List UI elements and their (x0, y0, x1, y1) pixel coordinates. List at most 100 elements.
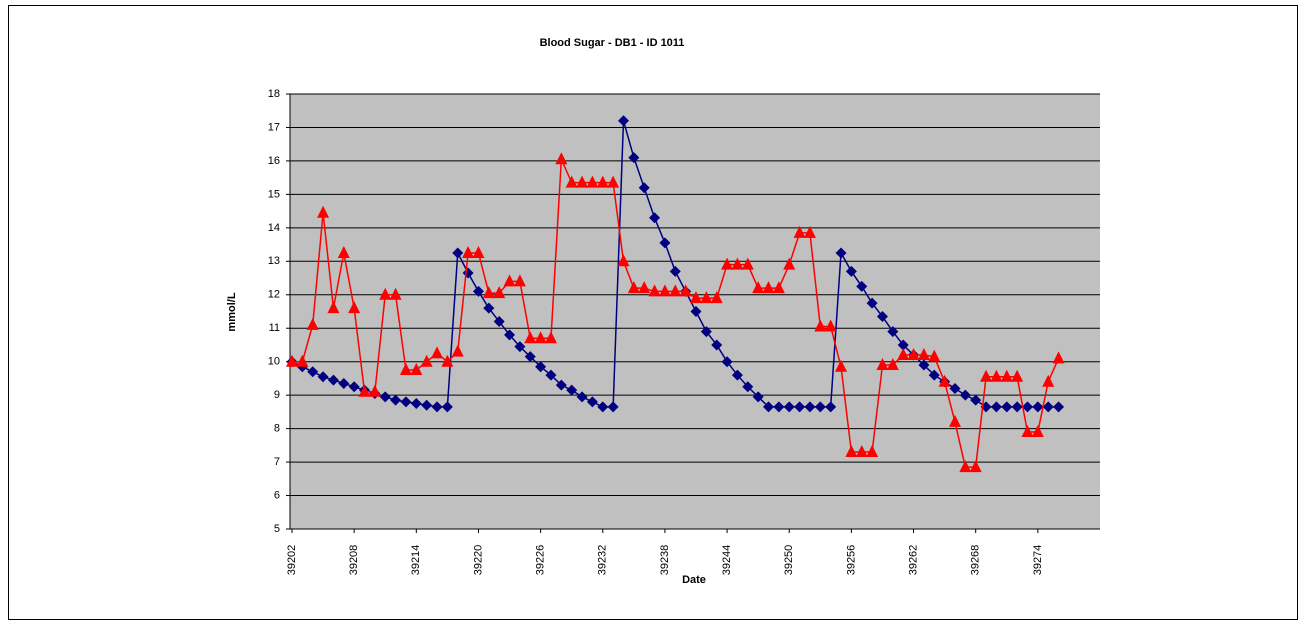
data-point (389, 287, 402, 300)
data-point (752, 391, 764, 403)
x-tick-label: 39250 (783, 545, 795, 576)
data-point (544, 331, 557, 344)
data-point (814, 319, 827, 332)
x-tick-label: 39262 (907, 545, 919, 576)
data-point (451, 344, 464, 357)
data-point (534, 331, 547, 344)
data-point (1053, 401, 1065, 413)
data-point (524, 351, 536, 363)
x-tick-label: 39268 (970, 545, 982, 576)
data-point (431, 346, 444, 359)
data-point (586, 175, 599, 188)
data-point (866, 445, 879, 458)
data-point (669, 284, 682, 297)
data-point (1021, 424, 1034, 437)
data-point (1000, 369, 1013, 382)
x-tick-label: 39208 (348, 545, 360, 576)
data-point (576, 175, 589, 188)
y-axis-label: mmol/L (226, 292, 238, 331)
y-tick-label: 17 (268, 121, 280, 133)
data-point (317, 371, 329, 383)
data-point (1021, 401, 1033, 413)
data-point (576, 391, 588, 403)
data-point (690, 291, 702, 304)
y-tick-label: 13 (268, 255, 280, 267)
data-point (659, 237, 671, 249)
data-point (1042, 401, 1054, 413)
data-point (949, 382, 961, 394)
data-point (897, 339, 909, 351)
data-point (763, 401, 775, 413)
chart-title: Blood Sugar - DB1 - ID 1011 (540, 37, 685, 49)
data-point (959, 460, 972, 473)
data-point (845, 265, 857, 277)
data-point (762, 281, 775, 294)
data-point (876, 358, 889, 371)
y-tick-label: 14 (268, 222, 280, 234)
data-point (493, 286, 506, 299)
data-point (876, 311, 888, 323)
data-point (1031, 424, 1044, 437)
data-point (638, 281, 651, 294)
data-point (814, 401, 826, 413)
data-point (607, 175, 620, 188)
data-point (441, 401, 453, 413)
data-point (555, 152, 568, 165)
data-point (1052, 351, 1065, 364)
data-point (710, 291, 723, 304)
data-point (348, 301, 361, 314)
data-point (317, 205, 330, 218)
data-point (1011, 401, 1023, 413)
data-point (420, 354, 433, 367)
data-point (545, 369, 557, 381)
data-point (794, 401, 806, 413)
x-tick-label: 39220 (472, 545, 484, 576)
data-point (358, 384, 371, 397)
y-tick-label: 18 (268, 88, 280, 100)
data-point (700, 291, 713, 304)
data-point (990, 401, 1002, 413)
data-point (886, 358, 899, 371)
data-point (327, 374, 339, 386)
data-point (938, 374, 951, 387)
data-point (565, 175, 578, 188)
data-point (897, 348, 910, 360)
data-point (524, 331, 537, 344)
data-point (390, 394, 402, 406)
data-point (617, 254, 630, 267)
y-tick-label: 7 (274, 456, 280, 468)
data-point (721, 356, 733, 368)
data-point (514, 341, 526, 353)
data-point (948, 414, 961, 427)
data-point (307, 366, 319, 378)
data-point (337, 245, 350, 258)
y-tick-label: 15 (268, 188, 280, 200)
data-point (410, 398, 422, 410)
data-point (535, 361, 547, 373)
data-point (970, 394, 982, 406)
data-point (472, 245, 485, 258)
data-point (1032, 401, 1044, 413)
data-point (566, 384, 578, 396)
x-tick-label: 39226 (535, 545, 547, 576)
data-point (856, 280, 868, 292)
y-tick-label: 11 (269, 322, 280, 334)
y-tick-label: 10 (268, 356, 280, 368)
y-tick-label: 8 (274, 423, 280, 435)
data-point (804, 401, 816, 413)
data-point (679, 284, 692, 297)
data-point (690, 306, 702, 317)
y-tick-label: 5 (274, 523, 280, 535)
data-point (721, 257, 734, 270)
y-tick-label: 16 (268, 155, 280, 167)
data-point (452, 247, 464, 259)
data-point (959, 389, 971, 401)
data-point (472, 285, 484, 297)
x-tick-label: 39202 (286, 545, 298, 576)
data-point (627, 281, 640, 294)
data-point (1001, 401, 1013, 413)
data-point (1042, 374, 1055, 387)
data-point (990, 369, 1003, 382)
data-point (772, 281, 785, 294)
data-point (866, 297, 878, 309)
